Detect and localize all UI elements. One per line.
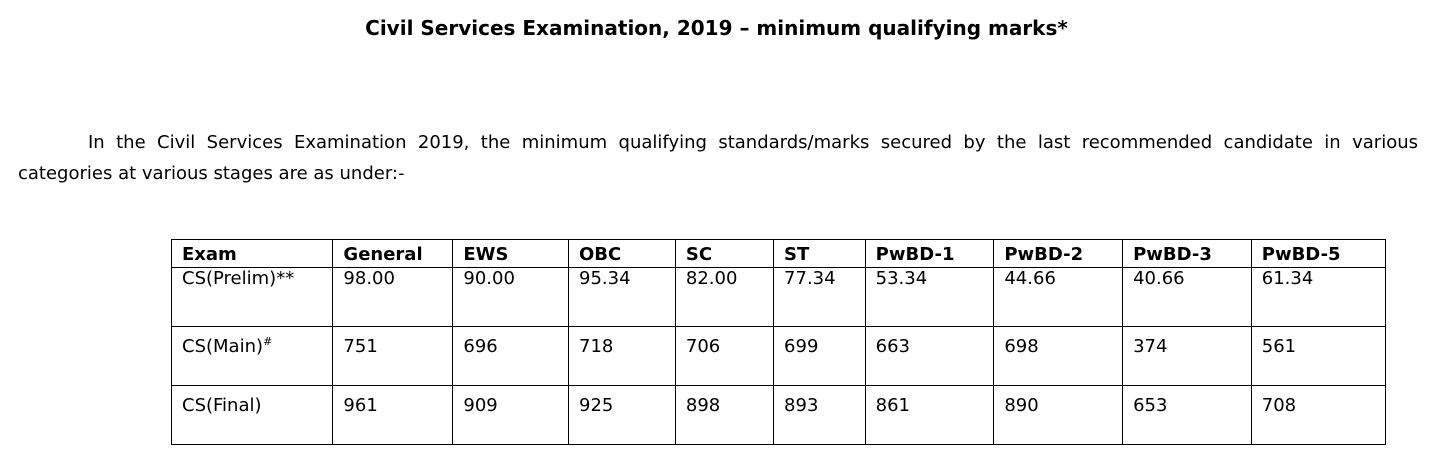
cell-ews: 909 — [452, 385, 569, 445]
cell-general: 98.00 — [332, 267, 454, 327]
cell-pwbd-5: 708 — [1250, 385, 1387, 445]
header-st: ST — [773, 239, 866, 268]
intro-paragraph: In the Civil Services Examination 2019, … — [18, 132, 1418, 184]
cell-general: 751 — [332, 326, 454, 386]
exam-name: CS(Main) — [182, 336, 264, 357]
cell-st: 77.34 — [773, 267, 866, 327]
exam-footnote-mark: # — [263, 335, 273, 348]
cell-pwbd-5: 561 — [1250, 326, 1387, 386]
cell-pwbd-3: 653 — [1122, 385, 1252, 445]
cell-general: 961 — [332, 385, 454, 445]
cell-sc: 82.00 — [674, 267, 775, 327]
row-exam-cell: CS(Prelim)** — [170, 267, 334, 327]
cell-pwbd-3: 40.66 — [1122, 267, 1252, 327]
header-ews: EWS — [452, 239, 569, 268]
cell-sc: 706 — [674, 326, 775, 386]
cell-pwbd-1: 663 — [864, 326, 995, 386]
cell-pwbd-1: 53.34 — [864, 267, 995, 327]
row-exam-cell: CS(Final) — [170, 385, 334, 445]
cell-pwbd-2: 890 — [993, 385, 1124, 445]
header-general: General — [332, 239, 454, 268]
header-sc: SC — [674, 239, 775, 268]
table-row-main: CS(Main)# 751 696 718 706 699 663 698 37… — [170, 326, 1387, 386]
qualifying-marks-table: Exam General EWS OBC SC ST PwBD-1 PwBD-2… — [170, 239, 1387, 445]
row-exam-cell: CS(Main)# — [170, 326, 334, 386]
cell-pwbd-2: 698 — [993, 326, 1124, 386]
header-pwbd-1: PwBD-1 — [864, 239, 995, 268]
header-pwbd-5: PwBD-5 — [1250, 239, 1387, 268]
cell-sc: 898 — [674, 385, 775, 445]
header-pwbd-2: PwBD-2 — [993, 239, 1124, 268]
document-title: Civil Services Examination, 2019 – minim… — [365, 16, 1068, 40]
table-header-row: Exam General EWS OBC SC ST PwBD-1 PwBD-2… — [170, 239, 1387, 268]
cell-obc: 718 — [568, 326, 676, 386]
cell-obc: 925 — [568, 385, 676, 445]
cell-ews: 90.00 — [452, 267, 569, 327]
cell-ews: 696 — [452, 326, 569, 386]
cell-pwbd-2: 44.66 — [993, 267, 1124, 327]
header-obc: OBC — [568, 239, 676, 268]
cell-pwbd-5: 61.34 — [1250, 267, 1387, 327]
cell-st: 699 — [773, 326, 866, 386]
exam-name: CS(Final) — [182, 395, 262, 416]
table-row-prelim: CS(Prelim)** 98.00 90.00 95.34 82.00 77.… — [170, 267, 1387, 327]
table-row-final: CS(Final) 961 909 925 898 893 861 890 65… — [170, 385, 1387, 445]
exam-name: CS(Prelim)** — [182, 268, 295, 289]
cell-pwbd-1: 861 — [864, 385, 995, 445]
header-pwbd-3: PwBD-3 — [1122, 239, 1252, 268]
cell-pwbd-3: 374 — [1122, 326, 1252, 386]
cell-obc: 95.34 — [568, 267, 676, 327]
header-exam: Exam — [170, 239, 334, 268]
cell-st: 893 — [773, 385, 866, 445]
